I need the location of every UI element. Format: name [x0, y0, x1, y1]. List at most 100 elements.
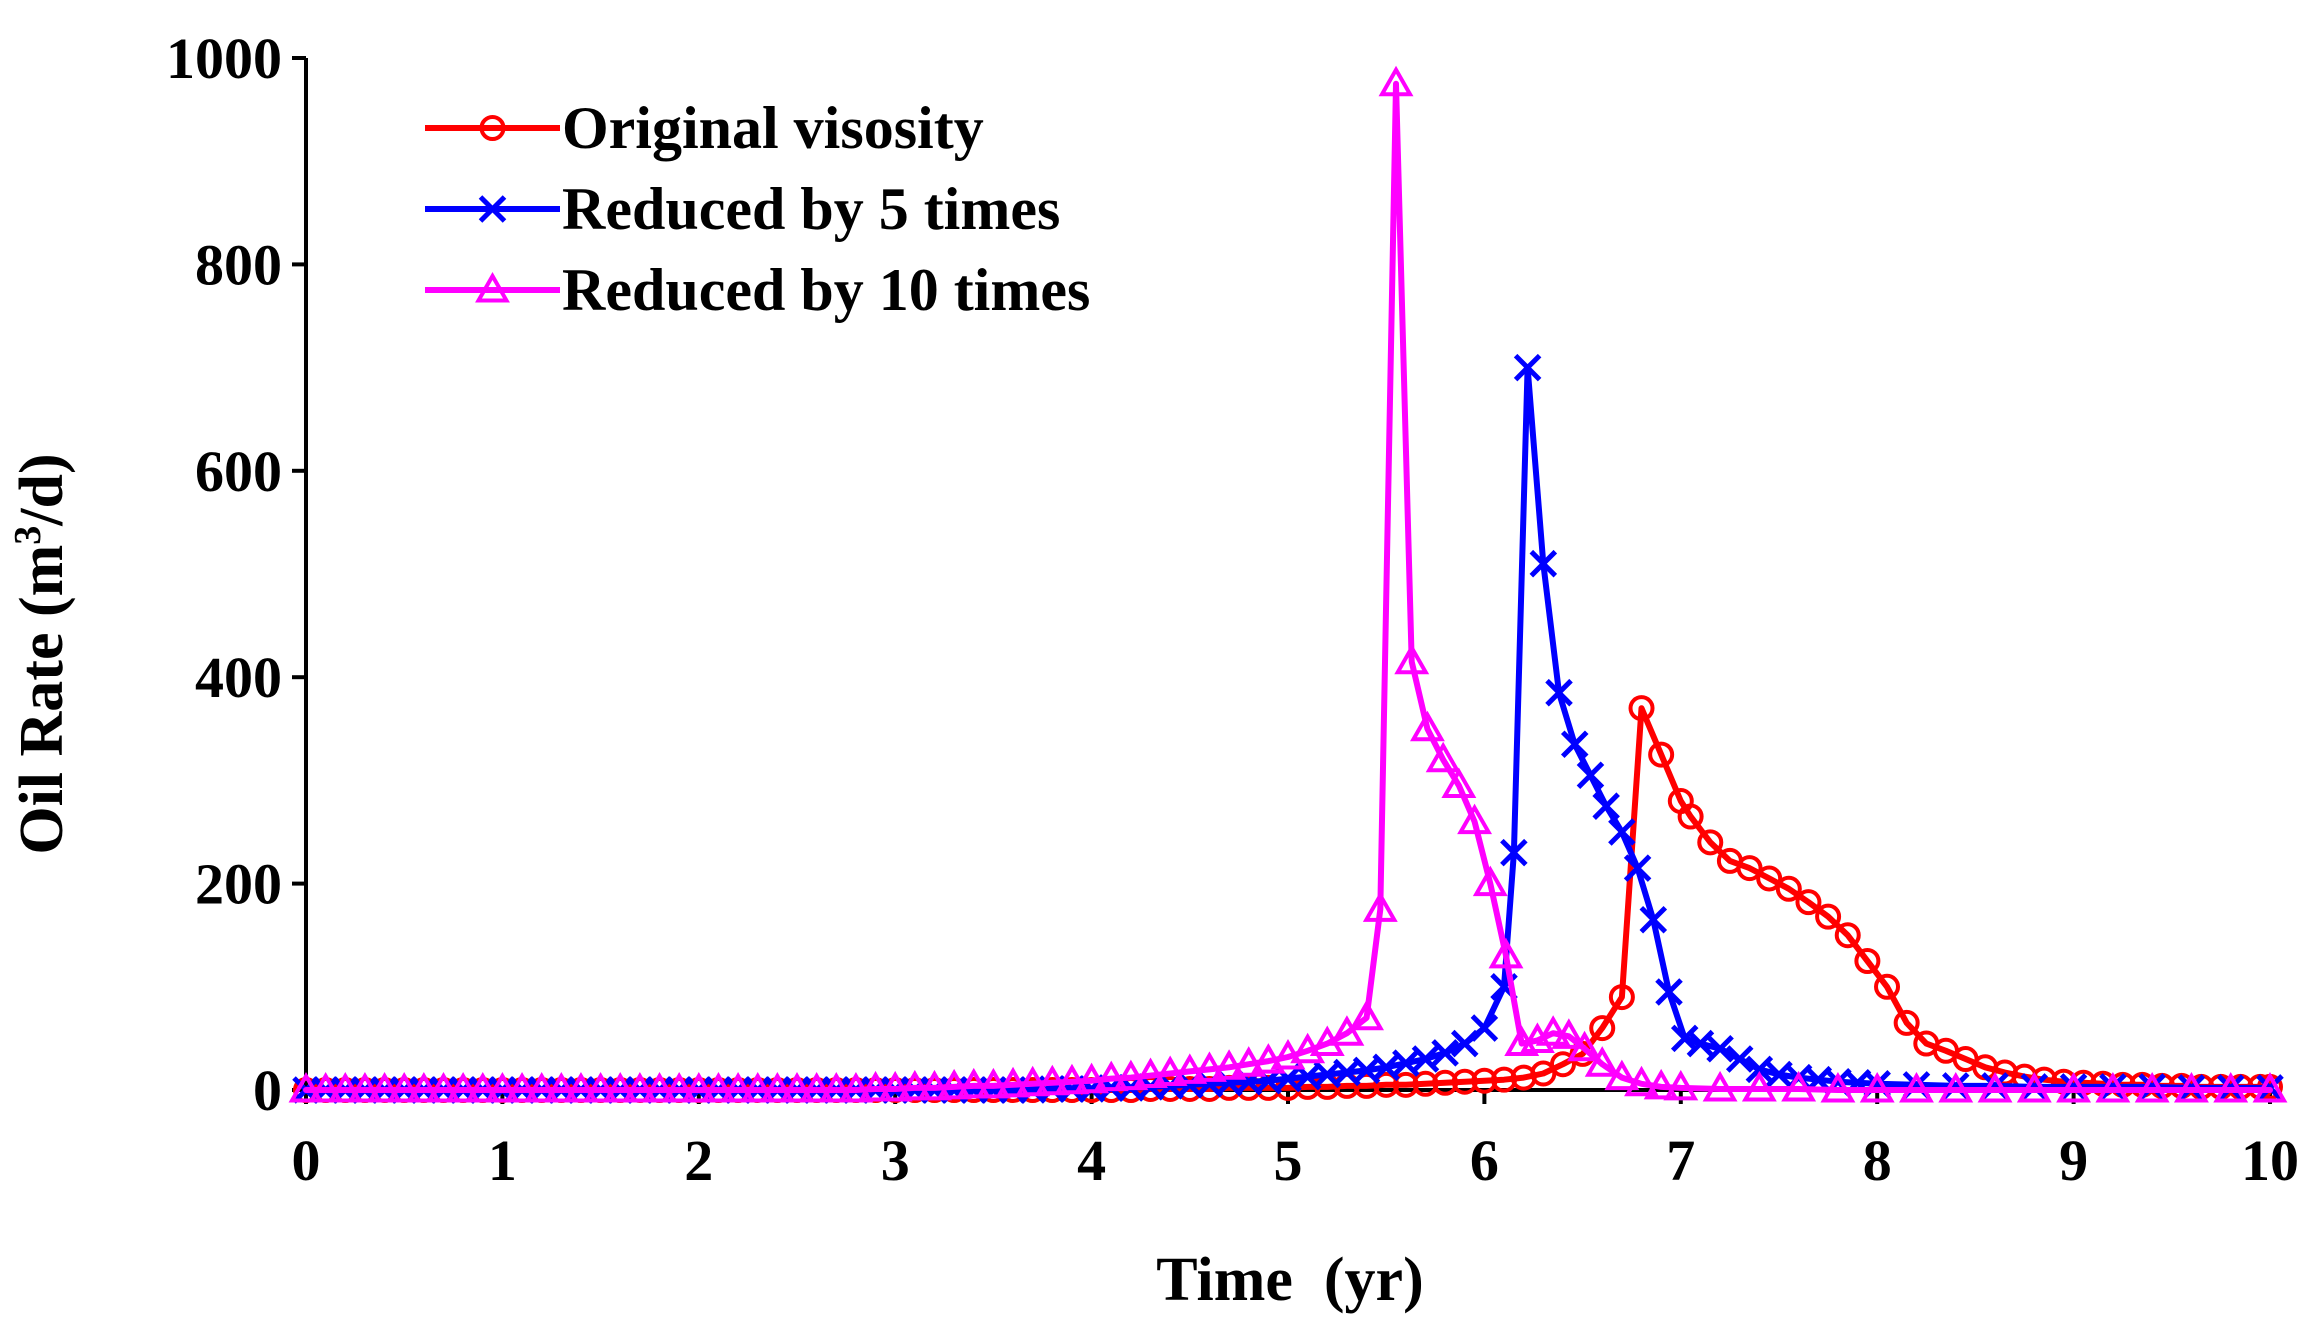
legend-marker: [478, 195, 507, 223]
data-point: [1745, 1055, 1774, 1084]
x-tick-label: 9: [2059, 1128, 2088, 1193]
data-point: [1589, 1015, 1616, 1042]
data-point: [1425, 741, 1461, 773]
data-point: [2252, 1071, 2288, 1103]
data-point: [1670, 1024, 1699, 1053]
data-point: [1133, 1057, 1168, 1089]
data-point: [1392, 1071, 1419, 1098]
data-point: [1736, 855, 1763, 882]
legend-label: Original visosity: [562, 95, 984, 161]
data-point: [1608, 818, 1636, 846]
data-point: [720, 1071, 756, 1103]
y-tick-label: 1000: [166, 26, 282, 91]
x-tick-label: 8: [1863, 1128, 1892, 1193]
data-point: [1795, 889, 1822, 916]
series-line: [303, 705, 2273, 1093]
data-point: [583, 1071, 619, 1103]
data-point: [1362, 891, 1398, 922]
data-point: [681, 1071, 717, 1103]
data-point: [1450, 1029, 1479, 1058]
data-point: [1859, 1071, 1895, 1103]
data-point: [1663, 1069, 1699, 1101]
y-tick-label: 800: [195, 232, 282, 297]
y-tick-label: 200: [195, 852, 282, 917]
data-point: [1643, 1068, 1679, 1100]
data-point: [367, 1071, 403, 1103]
x-tick-label: 2: [684, 1128, 713, 1193]
data-point: [1191, 1051, 1227, 1082]
legend-label: Reduced by 5 times: [562, 176, 1060, 242]
series-3: [288, 65, 2288, 1103]
series-layer: [288, 65, 2288, 1104]
data-point: [1725, 1045, 1754, 1073]
data-point: [1152, 1055, 1188, 1086]
y-tick-label: 600: [195, 439, 282, 504]
data-point: [661, 1071, 697, 1103]
series-line: [303, 364, 2273, 1093]
x-tick-label: 1: [488, 1128, 517, 1193]
legend: Original visosity Reduced by 5 times Reduc…: [425, 95, 1090, 323]
y-tick-label: 0: [253, 1058, 282, 1123]
series-2: [292, 353, 2284, 1104]
data-point: [1412, 1070, 1439, 1097]
data-point: [1741, 1070, 1777, 1102]
data-point: [1172, 1053, 1208, 1084]
data-point: [877, 1070, 913, 1102]
data-point: [917, 1069, 952, 1101]
y-axis-title-superscript: 3: [7, 526, 49, 545]
data-point: [1491, 1066, 1518, 1093]
data-point: [1608, 984, 1635, 1011]
data-point: [1551, 1018, 1587, 1049]
data-point: [2056, 1071, 2092, 1103]
data-point: [1113, 1059, 1149, 1091]
data-point: [1349, 999, 1385, 1031]
data-point: [779, 1071, 815, 1103]
data-point: [995, 1066, 1031, 1098]
data-point: [1677, 803, 1704, 830]
data-point: [740, 1071, 776, 1103]
data-point: [1697, 829, 1724, 856]
data-point: [1231, 1046, 1267, 1077]
data-point: [386, 1071, 422, 1103]
data-point: [1409, 710, 1445, 742]
data-point: [1373, 1071, 1400, 1098]
data-point: [1470, 1014, 1499, 1042]
data-point: [1034, 1064, 1070, 1096]
x-tick-label: 4: [1077, 1128, 1106, 1193]
data-point: [1938, 1071, 1974, 1103]
data-point: [1529, 549, 1558, 578]
legend-label: Reduced by 10 times: [562, 257, 1090, 323]
data-point: [1648, 741, 1675, 768]
data-point: [1567, 1030, 1603, 1062]
data-point: [1093, 1060, 1129, 1092]
data-point: [1576, 761, 1605, 790]
data-point: [1545, 678, 1573, 707]
data-point: [563, 1071, 599, 1103]
legend-item: Reduced by 10 times: [425, 257, 1090, 323]
legend-marker: [475, 271, 510, 303]
data-point: [897, 1069, 933, 1101]
data-point: [347, 1071, 383, 1103]
data-point: [1250, 1043, 1286, 1074]
legend-item: Reduced by 5 times: [425, 176, 1060, 242]
data-point: [1500, 838, 1528, 867]
data-point: [445, 1071, 481, 1103]
data-point: [1584, 1046, 1620, 1077]
data-point: [1775, 875, 1802, 902]
data-point: [1639, 905, 1668, 934]
data-point: [1781, 1070, 1817, 1102]
data-point: [799, 1071, 835, 1103]
data-point: [956, 1067, 992, 1099]
x-tick-label: 5: [1274, 1128, 1303, 1193]
x-axis-title: Time (yr): [1156, 1246, 1423, 1314]
data-point: [1441, 767, 1477, 799]
data-point: [1471, 1067, 1498, 1094]
data-point: [1074, 1062, 1110, 1094]
data-point: [2095, 1071, 2131, 1103]
data-point: [1977, 1071, 2013, 1103]
data-point: [1472, 865, 1508, 897]
data-point: [1015, 1065, 1051, 1097]
y-axis-title-end: /d): [8, 453, 76, 526]
data-point: [2020, 1073, 2049, 1101]
